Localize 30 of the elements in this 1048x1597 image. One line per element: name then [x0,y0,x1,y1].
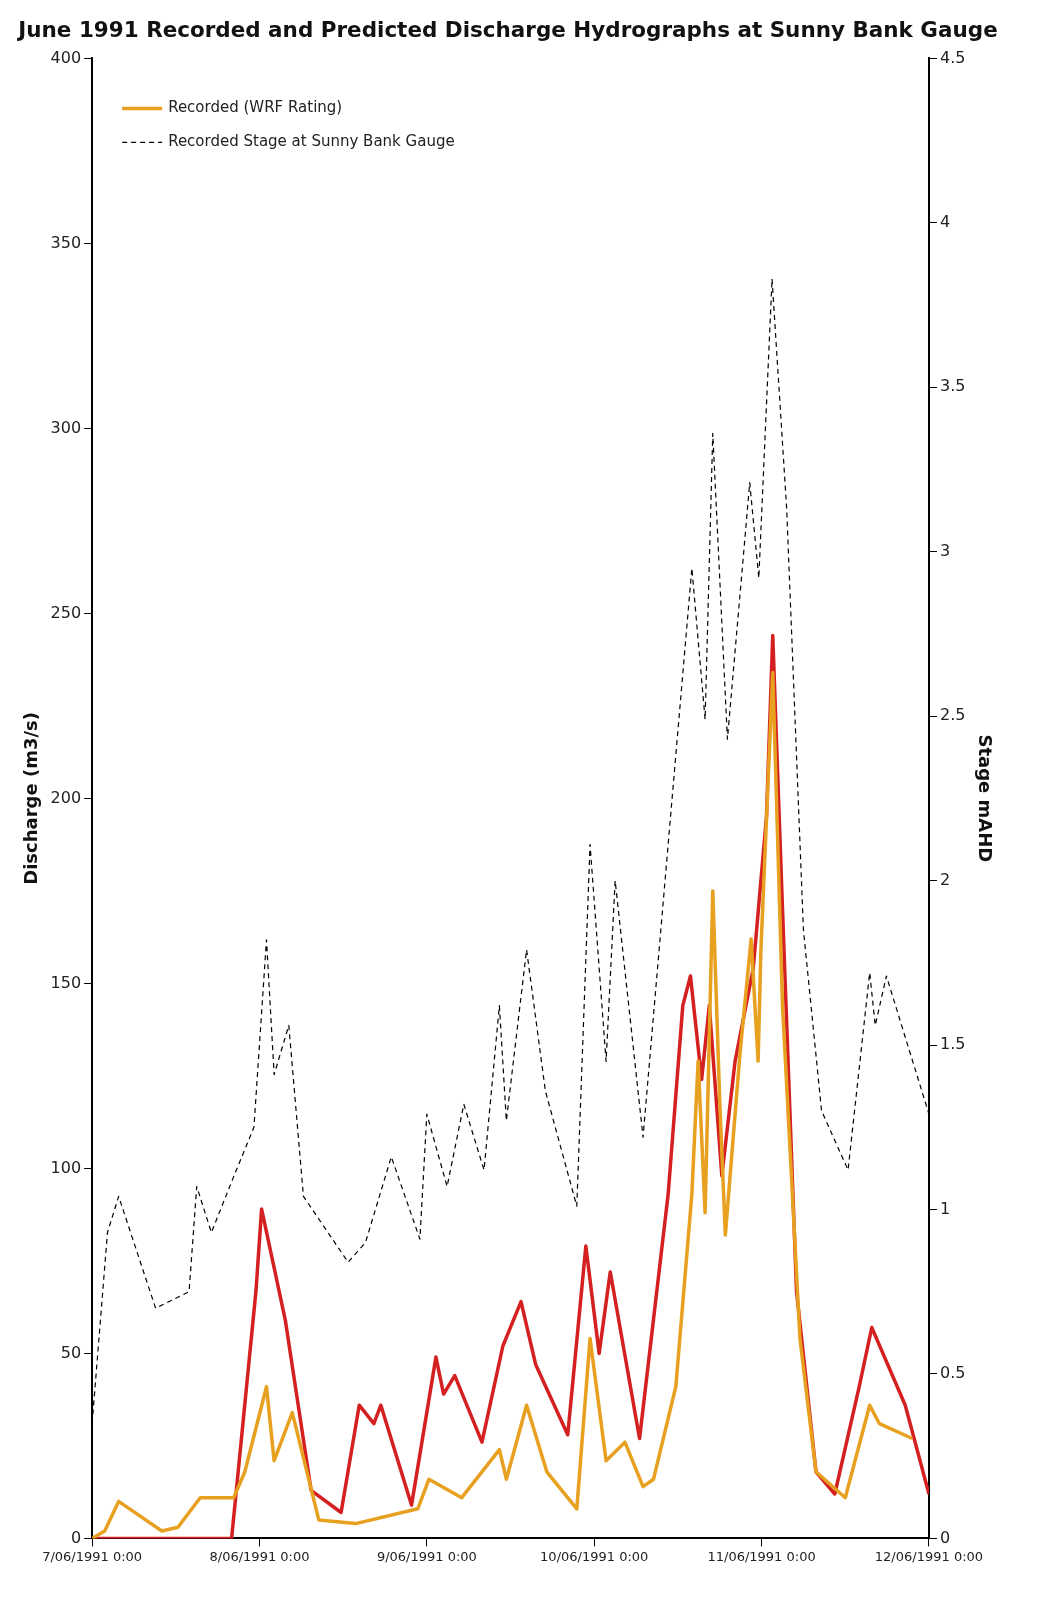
x-tick-label: 11/06/1991 0:00 [707,1548,816,1564]
x-tick-label: 7/06/1991 0:00 [42,1548,143,1564]
y-tick-label: 400 [50,47,82,67]
y2-tick-label: 4.5 [939,47,966,67]
y-tick-label: 200 [50,787,82,807]
y2-tick-label: 3.5 [939,376,966,396]
y2-tick-label: 0 [939,1527,951,1547]
y-tick-label: 250 [50,602,82,622]
y-tick-label: 100 [50,1157,82,1177]
y-tick-label: 50 [60,1342,82,1362]
x-tick-label: 10/06/1991 0:00 [540,1548,649,1564]
legend-label: Recorded (WRF Rating) [168,98,343,117]
y2-axis-title: Stage mAHD [974,734,996,863]
chart-title: June 1991 Recorded and Predicted Discharge Hydrographs at Sunny Bank Gauge [16,16,998,42]
y2-tick-label: 2 [939,869,951,889]
y2-tick-label: 1.5 [939,1034,966,1054]
y2-tick-label: 4 [939,212,951,231]
y-tick-label: 300 [50,417,82,437]
y2-tick-label: 2.5 [939,705,966,725]
legend-label: Recorded Stage at Sunny Bank Gauge [168,132,455,151]
x-tick-label: 9/06/1991 0:00 [376,1548,477,1564]
y-tick-label: 150 [50,972,82,992]
x-tick-label: 12/06/1991 0:00 [874,1548,984,1564]
y-tick-label: 0 [70,1527,82,1547]
y2-tick-label: 0.5 [939,1363,966,1383]
y2-tick-label: 1 [939,1198,951,1218]
y2-tick-label: 3 [939,540,951,560]
y-axis-title: Discharge (m3/s) [20,712,42,885]
x-tick-label: 8/06/1991 0:00 [209,1548,310,1564]
y-tick-label: 350 [50,232,82,252]
